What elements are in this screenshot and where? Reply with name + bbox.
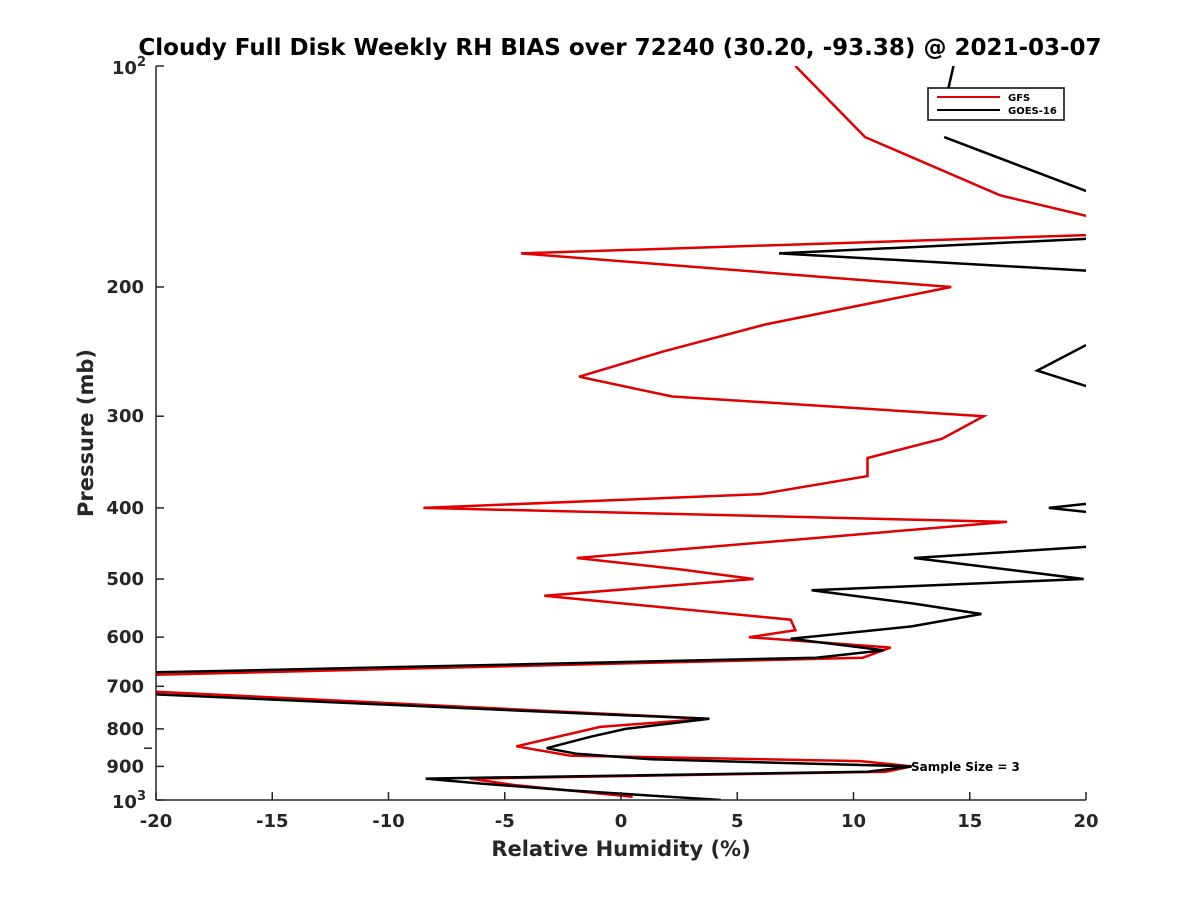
series-layer (156, 66, 1086, 800)
chart-title: Cloudy Full Disk Weekly RH BIAS over 722… (138, 35, 1101, 61)
x-axis-ticks: -20 -15 -10 -5 0 5 10 15 20 (140, 792, 1099, 832)
y-tick-label: 600 (106, 627, 144, 648)
x-tick-label: -20 (140, 811, 173, 832)
y-tick-label: 900 (106, 756, 144, 777)
x-tick-label: -10 (372, 811, 405, 832)
series-line-goes-16-1 (943, 135, 1086, 193)
y-decade-exponent: 2 (137, 55, 146, 70)
series-line-goes-16-2 (779, 237, 1086, 272)
y-decade-base: 10 (112, 58, 137, 79)
legend: GFS GOES-16 (927, 87, 1065, 121)
legend-box (927, 87, 1065, 121)
series-line-goes-16-3 (1033, 343, 1086, 388)
x-tick-label: 15 (957, 811, 982, 832)
x-tick-label: 0 (615, 811, 628, 832)
sample-size-annotation: Sample Size = 3 (911, 760, 1020, 774)
series-line-goes-16-6 (156, 693, 912, 800)
series-line-gfs-0 (156, 66, 1086, 799)
y-tick-label: 700 (106, 676, 144, 697)
series-line-goes-16-5 (156, 545, 1086, 674)
y-tick-label: 200 (106, 277, 144, 298)
x-axis-label: Relative Humidity (%) (491, 837, 750, 861)
y-decade-base: 10 (112, 792, 137, 813)
y-tick-label: 500 (106, 569, 144, 590)
x-tick-label: 10 (841, 811, 866, 832)
y-decade-label: 103 (112, 789, 146, 813)
x-tick-label: 20 (1073, 811, 1098, 832)
legend-label-goes-16: GOES-16 (1008, 106, 1057, 117)
y-tick-label: 300 (106, 406, 144, 427)
y-axis-label: Pressure (mb) (74, 349, 98, 517)
y-tick-label: 400 (106, 498, 144, 519)
x-tick-label: 5 (731, 811, 744, 832)
y-decade-exponent: 3 (137, 789, 146, 804)
y-decade-label: 102 (112, 55, 146, 79)
legend-label-gfs: GFS (1008, 93, 1030, 104)
y-tick-label: 800 (106, 719, 144, 740)
plot-area: -20 -15 -10 -5 0 5 10 15 20 200 300 400 500 600 700 80… (106, 55, 1099, 832)
x-tick-label: -15 (256, 811, 289, 832)
x-tick-label: -5 (495, 811, 515, 832)
series-line-goes-16-4 (1048, 502, 1086, 514)
